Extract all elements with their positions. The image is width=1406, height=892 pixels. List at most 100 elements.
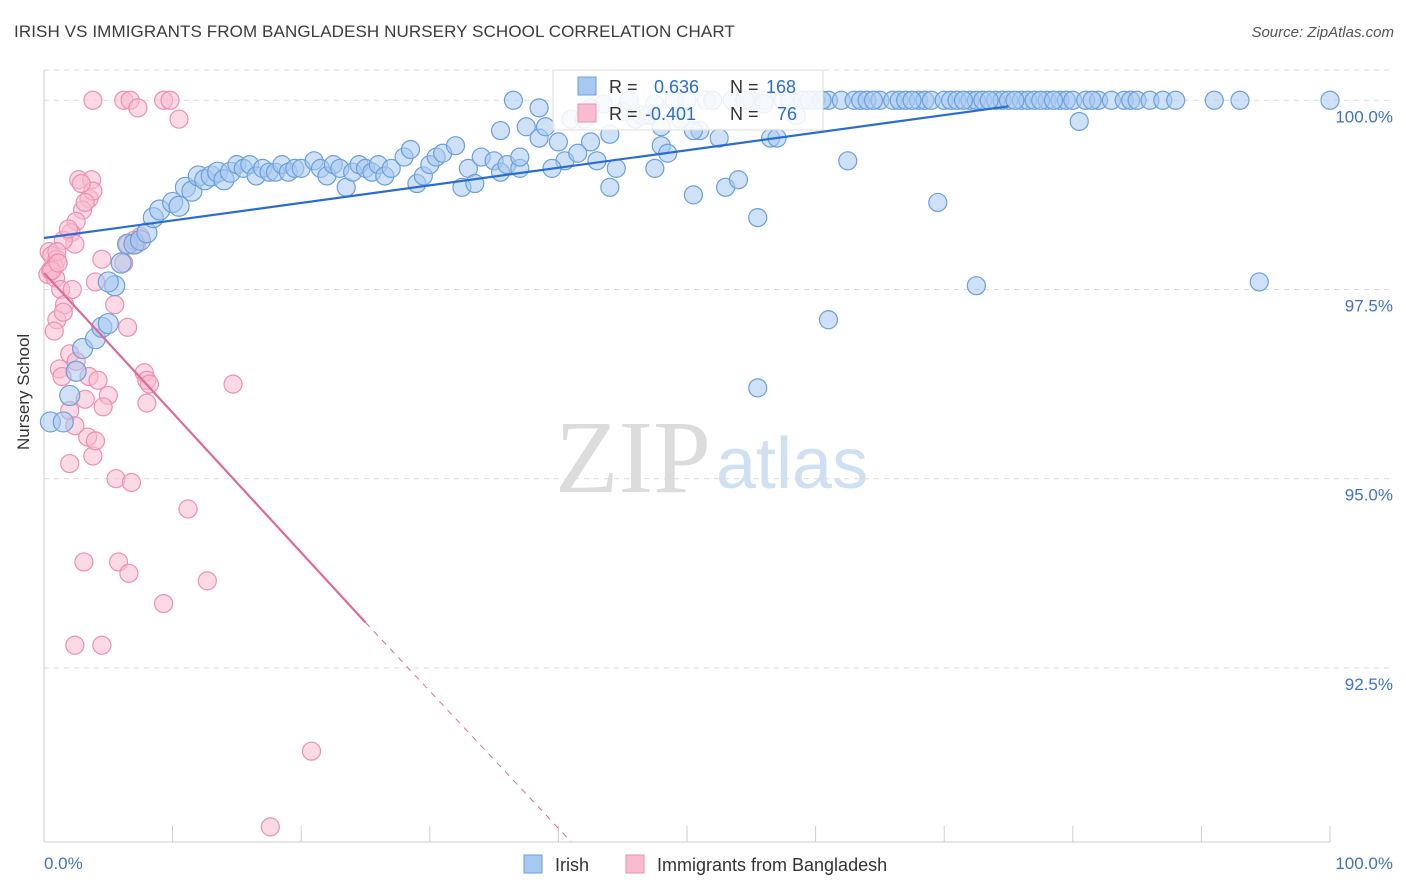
irish-point	[953, 90, 974, 110]
irish-point	[490, 120, 511, 141]
irish-point	[580, 132, 601, 152]
irish-point	[1320, 90, 1340, 110]
irish-point	[516, 117, 536, 137]
bangladesh-point	[128, 98, 148, 118]
bangladesh-point	[74, 552, 94, 572]
trend-lines	[43, 105, 1009, 843]
irish-point	[65, 360, 87, 382]
y-tick-label: 100.0%	[1335, 107, 1393, 126]
bangladesh-point	[153, 593, 174, 614]
irish-point	[1204, 90, 1224, 110]
stats-legend-box	[552, 69, 824, 131]
bangladesh-point	[178, 499, 198, 519]
irish-point	[548, 132, 569, 152]
bangladesh-point	[139, 374, 160, 394]
bang-r-value: -0.401	[645, 104, 696, 124]
bangladesh-point	[160, 90, 180, 110]
bang-trend-extension	[365, 622, 572, 843]
bangladesh-point	[197, 571, 217, 591]
irish-trend-line	[43, 105, 1009, 240]
bangladesh-point	[65, 635, 85, 655]
bangladesh-point	[83, 90, 103, 110]
irish-point	[510, 147, 530, 167]
irish-point	[838, 151, 858, 171]
bangladesh-point	[121, 472, 142, 493]
legend-bang-swatch	[625, 854, 645, 874]
irish-point	[1249, 272, 1269, 292]
irish-point	[110, 252, 132, 274]
irish-point	[748, 378, 768, 398]
irish-n-label: N =	[730, 77, 759, 97]
chart-title: IRISH VS IMMIGRANTS FROM BANGLADESH NURS…	[14, 22, 735, 41]
irish-point	[902, 90, 922, 110]
irish-point	[568, 143, 588, 163]
irish-r-label: R =	[609, 77, 638, 97]
bangladesh-point	[92, 249, 112, 269]
irish-point	[97, 312, 119, 335]
bangladesh-point	[169, 109, 189, 129]
irish-point	[966, 276, 986, 296]
legend-bang-label: Immigrants from Bangladesh	[657, 855, 887, 875]
bangladesh-point	[48, 253, 68, 273]
bangladesh-point	[93, 397, 113, 417]
y-tick-labels: 92.5% 95.0% 97.5% 100.0%	[1335, 107, 1393, 694]
bangladesh-point	[44, 321, 64, 341]
x-ticks	[43, 826, 1331, 842]
irish-point	[1043, 90, 1064, 110]
irish-point	[928, 192, 948, 213]
bang-trend-line	[43, 272, 367, 624]
irish-point	[97, 271, 119, 293]
bottom-legend: Irish Immigrants from Bangladesh	[523, 854, 887, 875]
bangladesh-point	[88, 370, 108, 390]
irish-point	[606, 158, 626, 178]
irish-point	[535, 117, 556, 137]
y-tick-label: 97.5%	[1345, 296, 1393, 315]
irish-r-value: 0.636	[654, 77, 699, 97]
irish-point	[1230, 90, 1250, 110]
irish-point	[728, 170, 749, 190]
y-axis-label: Nursery School	[14, 333, 33, 450]
bangladesh-point	[223, 374, 243, 394]
bang-swatch	[577, 103, 597, 123]
bangladesh-point	[92, 635, 112, 655]
bangladesh-point	[117, 317, 138, 337]
x-tick-label-min: 0.0%	[44, 854, 83, 873]
bangladesh-point	[71, 173, 91, 194]
y-tick-label: 95.0%	[1345, 486, 1393, 505]
watermark-atlas: atlas	[716, 424, 868, 504]
bangladesh-point	[105, 295, 125, 315]
irish-point	[683, 185, 704, 205]
irish-point	[503, 90, 523, 110]
bang-n-value: 76	[777, 104, 797, 124]
bangladesh-point	[62, 279, 82, 300]
bang-r-label: R =	[609, 104, 638, 124]
irish-point	[168, 195, 190, 217]
irish-point	[59, 384, 81, 407]
bangladesh-point	[75, 192, 95, 213]
irish-point	[818, 310, 839, 330]
bangladesh-point	[119, 563, 139, 583]
bangladesh-point	[260, 817, 280, 837]
bangladesh-point	[137, 393, 157, 413]
bangladesh-point	[53, 302, 73, 322]
irish-point	[1005, 90, 1025, 110]
irish-point	[529, 98, 549, 118]
bang-n-label: N =	[730, 104, 759, 124]
irish-point	[979, 90, 999, 110]
watermark: ZIP atlas	[555, 400, 868, 515]
stats-legend: R = 0.636 N = 168 R = -0.401 N = 76	[552, 69, 824, 131]
legend-irish-label: Irish	[555, 855, 589, 875]
x-tick-label-max: 100.0%	[1335, 854, 1393, 873]
irish-point	[600, 177, 620, 197]
legend-irish-swatch	[523, 854, 543, 874]
bangladesh-point	[301, 741, 322, 761]
irish-n-value: 168	[766, 77, 796, 97]
irish-point	[465, 173, 485, 194]
irish-point	[445, 136, 466, 156]
irish-point	[400, 139, 421, 160]
y-tick-label: 92.5%	[1345, 675, 1393, 694]
bangladesh-point	[60, 453, 80, 474]
irish-point	[1166, 90, 1186, 110]
irish-point	[748, 207, 768, 228]
